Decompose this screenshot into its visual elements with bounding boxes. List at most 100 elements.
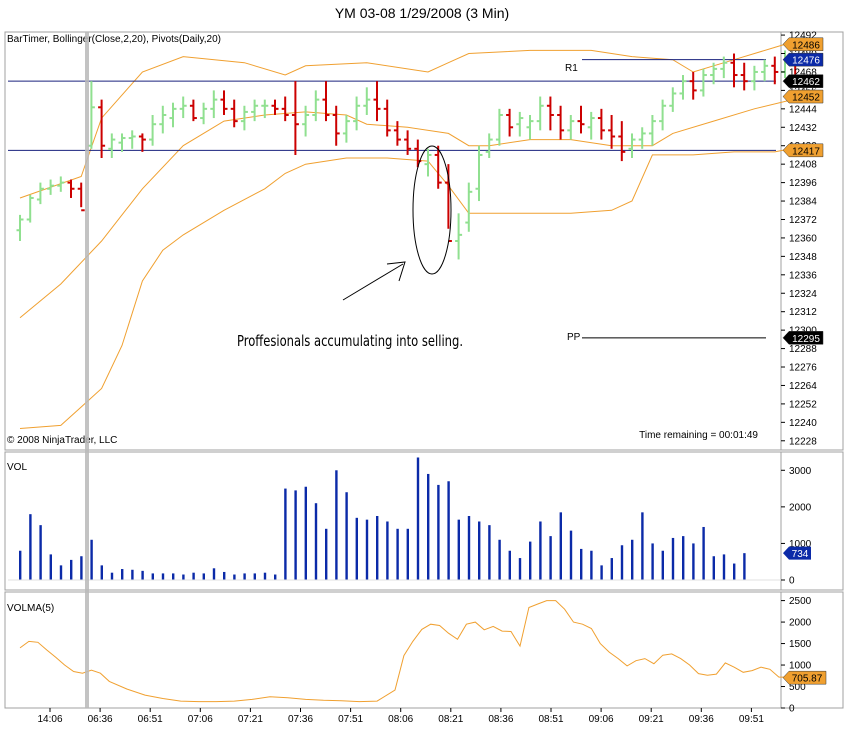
time-tick-label: 07:51 [338, 714, 363, 725]
volume-bar [488, 525, 491, 580]
volume-bar [80, 556, 83, 580]
price-tick-label: 12288 [789, 344, 817, 355]
price-badge-label: 12295 [792, 334, 820, 345]
price-tick-label: 12384 [789, 197, 817, 208]
time-tick-label: 08:21 [438, 714, 463, 725]
bollinger-upper [19, 37, 806, 199]
volume-bar [161, 573, 165, 580]
volume-bar [661, 550, 664, 580]
ohlc-bar [495, 108, 503, 146]
ohlc-bar [200, 102, 208, 125]
volume-bar [610, 558, 613, 580]
ohlc-bar [475, 145, 483, 202]
time-tick-label: 06:36 [88, 714, 113, 725]
ohlc-bar [740, 62, 748, 91]
ohlc-bar [679, 75, 687, 100]
volma-badge [782, 670, 827, 685]
ohlc-bar [659, 99, 667, 131]
ohlc-bar [138, 133, 146, 152]
volume-bar [212, 568, 216, 580]
ohlc-bar [526, 114, 534, 140]
ohlc-bar [597, 108, 605, 140]
price-tick-label: 12276 [789, 363, 817, 374]
volume-bar [722, 554, 726, 580]
ohlc-bar [771, 56, 779, 85]
session-divider [85, 32, 89, 708]
price-badge [782, 331, 824, 345]
volma-badge-label: 705.87 [792, 674, 823, 685]
volume-bar [600, 565, 603, 580]
volume-bar [539, 521, 542, 580]
volume-bar [39, 525, 42, 580]
ohlc-bar [638, 127, 646, 149]
price-axis: 1222812240122521226412276122881230012312… [781, 31, 824, 447]
ohlc-bar [281, 96, 289, 122]
volume-bar [90, 539, 93, 580]
volma-plot [19, 600, 806, 703]
ohlc-bar [261, 99, 269, 119]
volma-panel: 0 500 1000 1500 2000 2500 705.87 VOLMA(5) [4, 591, 844, 715]
ohlc-bar [567, 114, 575, 140]
volume-bar [253, 573, 256, 580]
time-tick-label: 08:36 [488, 714, 513, 725]
ohlc-bar [108, 133, 116, 159]
volume-bar [641, 512, 644, 580]
volume-bar [19, 550, 22, 580]
ohlc-bar [47, 179, 55, 195]
volume-bar [294, 490, 297, 580]
volume-bar [549, 536, 552, 580]
ohlc-bar [179, 96, 187, 119]
ohlc-bar [189, 99, 197, 122]
price-tick-label: 12492 [789, 31, 817, 42]
ohlc-bar [577, 105, 585, 134]
vol-plot [8, 457, 781, 581]
volume-bar [702, 526, 705, 580]
price-tick-label: 12348 [789, 252, 817, 263]
time-axis: 14:06 06:36 06:51 07:06 07:21 07:36 07:51 08:06… [37, 708, 764, 725]
price-tick-label: 12360 [789, 233, 817, 244]
vol-tick-label: 2000 [789, 502, 812, 513]
volume-bar [416, 457, 420, 580]
volma-tick-label: 1000 [789, 661, 812, 672]
ohlc-bar [383, 99, 391, 137]
volume-bar [49, 554, 52, 580]
volume-bar [355, 517, 358, 580]
volume-bar [457, 519, 460, 580]
ohlc-bar [669, 87, 677, 112]
volume-bar [345, 492, 348, 580]
bollinger-lower [19, 145, 806, 429]
price-badge-label: 12462 [792, 77, 820, 88]
ohlc-bar [312, 90, 320, 122]
ohlc-bar [220, 90, 228, 115]
ohlc-bar [587, 111, 595, 140]
volma-line [19, 600, 806, 703]
price-tick-label: 12408 [789, 160, 817, 171]
price-badge-label: 12417 [792, 146, 820, 157]
ohlc-bar [546, 96, 554, 131]
volume-bar [365, 519, 369, 580]
ohlc-bar [291, 81, 299, 155]
r1-label: R1 [565, 63, 578, 74]
vol-tick-label: 1000 [789, 539, 812, 550]
vol-badge-label: 734 [792, 549, 809, 560]
time-tick-label: 14:06 [37, 714, 62, 725]
ohlc-bar [618, 121, 626, 162]
volma-axis: 0 500 1000 1500 2000 2500 705.87 [781, 596, 827, 715]
price-tick-label: 12468 [789, 67, 817, 78]
highlight-ellipse [412, 145, 452, 275]
volume-bar [467, 516, 471, 580]
volume-bar [396, 528, 399, 580]
volume-bar [172, 573, 175, 580]
price-badge [782, 74, 824, 88]
volume-bar [386, 521, 389, 580]
ohlc-bar [26, 194, 34, 223]
copyright-label: © 2008 NinjaTrader, LLC [7, 435, 117, 446]
volume-bar [580, 548, 583, 580]
ohlc-bar [230, 99, 238, 128]
vol-badge [783, 546, 811, 560]
volume-bar [376, 516, 379, 580]
volume-bar [151, 573, 154, 580]
time-tick-label: 07:21 [238, 714, 263, 725]
time-tick-label: 07:36 [288, 714, 313, 725]
